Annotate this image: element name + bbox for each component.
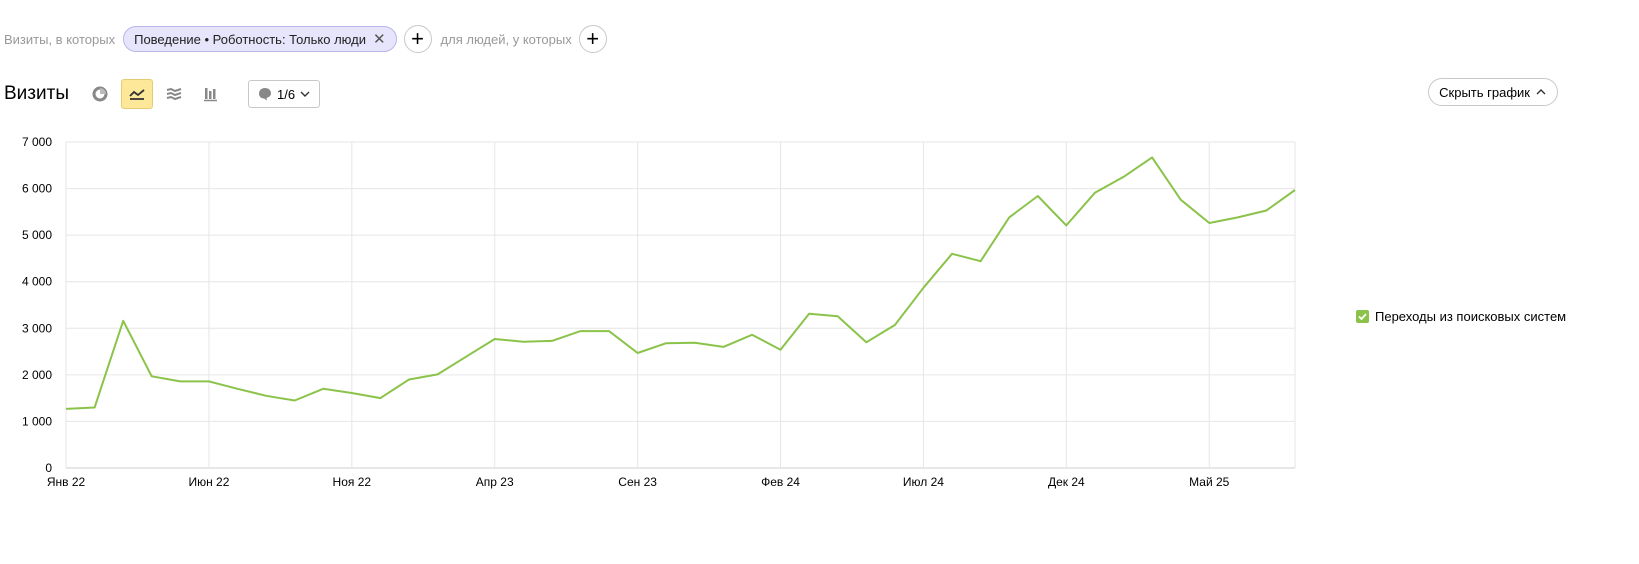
y-tick-label: 1 000 (22, 414, 52, 428)
data-point[interactable] (577, 328, 583, 334)
data-point[interactable] (1063, 222, 1069, 228)
chart-grid (65, 141, 1296, 469)
annotations-button[interactable]: 1/6 (247, 80, 321, 108)
data-point[interactable] (692, 340, 698, 346)
x-axis-ticks: Янв 22 Июн 22 Ноя 22 Апр 23 Сен 23 Фев 24 Июл … (47, 475, 1230, 489)
data-point[interactable] (92, 404, 98, 410)
pie-chart-icon (92, 86, 108, 102)
chip-label: Поведение • Роботность: Только люди (134, 31, 366, 47)
data-point[interactable] (663, 340, 669, 346)
people-filter-label: для людей, у которых (440, 31, 572, 47)
data-point[interactable] (1235, 214, 1241, 220)
data-point[interactable] (263, 393, 269, 399)
data-point[interactable] (892, 322, 898, 328)
x-tick-label: Дек 24 (1048, 475, 1085, 489)
y-tick-label: 0 (45, 461, 52, 475)
stacked-area-icon (166, 87, 182, 101)
chevron-down-icon (300, 91, 310, 97)
data-point[interactable] (978, 258, 984, 264)
add-people-condition-button[interactable]: + (578, 25, 607, 53)
data-point[interactable] (549, 338, 555, 344)
data-point[interactable] (1206, 220, 1212, 226)
x-tick-label: Июн 22 (188, 475, 229, 489)
data-point[interactable] (1121, 174, 1127, 180)
data-point[interactable] (749, 332, 755, 338)
data-point[interactable] (234, 386, 240, 392)
x-tick-label: Сен 23 (618, 475, 657, 489)
data-point[interactable] (1035, 193, 1041, 199)
series-layer (63, 154, 1298, 412)
y-tick-label: 2 000 (22, 368, 52, 382)
data-point[interactable] (492, 336, 498, 342)
chevron-up-icon (1536, 89, 1546, 95)
y-tick-label: 5 000 (22, 228, 52, 242)
annotations-count: 1/6 (276, 86, 296, 102)
data-point[interactable] (806, 311, 812, 317)
stacked-area-button[interactable] (158, 79, 190, 109)
data-point[interactable] (1006, 214, 1012, 220)
add-visit-condition-button[interactable]: + (403, 25, 432, 53)
series-line (65, 156, 1296, 410)
y-tick-label: 7 000 (22, 135, 52, 149)
chart-legend: Переходы из поисковых систем (1356, 309, 1566, 324)
data-point[interactable] (863, 339, 869, 345)
data-point[interactable] (1263, 207, 1269, 213)
data-point[interactable] (320, 386, 326, 392)
line-chart-button[interactable] (120, 79, 153, 109)
visits-filter-label: Визиты, в которых (4, 31, 116, 47)
x-tick-label: Апр 23 (476, 475, 514, 489)
data-point[interactable] (635, 350, 641, 356)
data-point[interactable] (377, 395, 383, 401)
data-point[interactable] (406, 377, 412, 383)
chart-toolbar: Визиты 1/6 (4, 78, 321, 110)
data-point[interactable] (463, 354, 469, 360)
x-tick-label: Июл 24 (903, 475, 944, 489)
y-axis-ticks: 0 1 000 2 000 3 000 4 000 5 000 6 000 7 000 (22, 135, 52, 475)
bar-chart-icon (203, 88, 217, 102)
x-tick-label: Май 25 (1189, 475, 1230, 489)
x-tick-label: Янв 22 (47, 475, 86, 489)
data-point[interactable] (778, 347, 784, 353)
visits-line-chart: 0 1 000 2 000 3 000 4 000 5 000 6 000 7 000 Янв… (22, 135, 1298, 489)
y-tick-label: 4 000 (22, 275, 52, 289)
legend-series-label: Переходы из поисковых систем (1375, 309, 1567, 324)
check-icon (1358, 313, 1367, 321)
data-point[interactable] (1092, 190, 1098, 196)
line-chart-icon (129, 89, 145, 100)
data-point[interactable] (1292, 187, 1298, 193)
comment-icon (258, 88, 271, 101)
data-point[interactable] (606, 328, 612, 334)
chart-title: Визиты (4, 83, 69, 104)
robotness-filter-chip[interactable]: Поведение • Роботность: Только люди ✕ (123, 26, 397, 52)
data-point[interactable] (206, 378, 212, 384)
close-icon[interactable]: ✕ (372, 30, 386, 48)
data-point[interactable] (920, 285, 926, 291)
y-tick-label: 3 000 (22, 321, 52, 335)
data-point[interactable] (292, 397, 298, 403)
data-point[interactable] (435, 371, 441, 377)
data-point[interactable] (177, 378, 183, 384)
data-point[interactable] (1178, 197, 1184, 203)
plus-icon: + (411, 26, 424, 51)
data-point[interactable] (949, 251, 955, 257)
x-tick-label: Фев 24 (761, 475, 800, 489)
data-point[interactable] (63, 406, 69, 412)
plus-icon: + (586, 26, 600, 51)
data-point[interactable] (835, 313, 841, 319)
pie-chart-button[interactable] (84, 79, 116, 109)
bar-chart-button[interactable] (195, 79, 227, 109)
hide-chart-label: Скрыть график (1439, 84, 1530, 100)
y-tick-label: 6 000 (22, 182, 52, 196)
legend-checkbox[interactable] (1356, 310, 1369, 323)
data-point[interactable] (520, 339, 526, 345)
segment-filter-row: Визиты, в которых Поведение • Роботность… (4, 25, 607, 53)
data-point[interactable] (720, 344, 726, 350)
data-point[interactable] (149, 373, 155, 379)
data-point[interactable] (120, 318, 126, 324)
data-point[interactable] (349, 390, 355, 396)
data-point[interactable] (1149, 154, 1155, 160)
x-tick-label: Ноя 22 (333, 475, 372, 489)
hide-chart-button[interactable]: Скрыть график (1428, 78, 1558, 106)
